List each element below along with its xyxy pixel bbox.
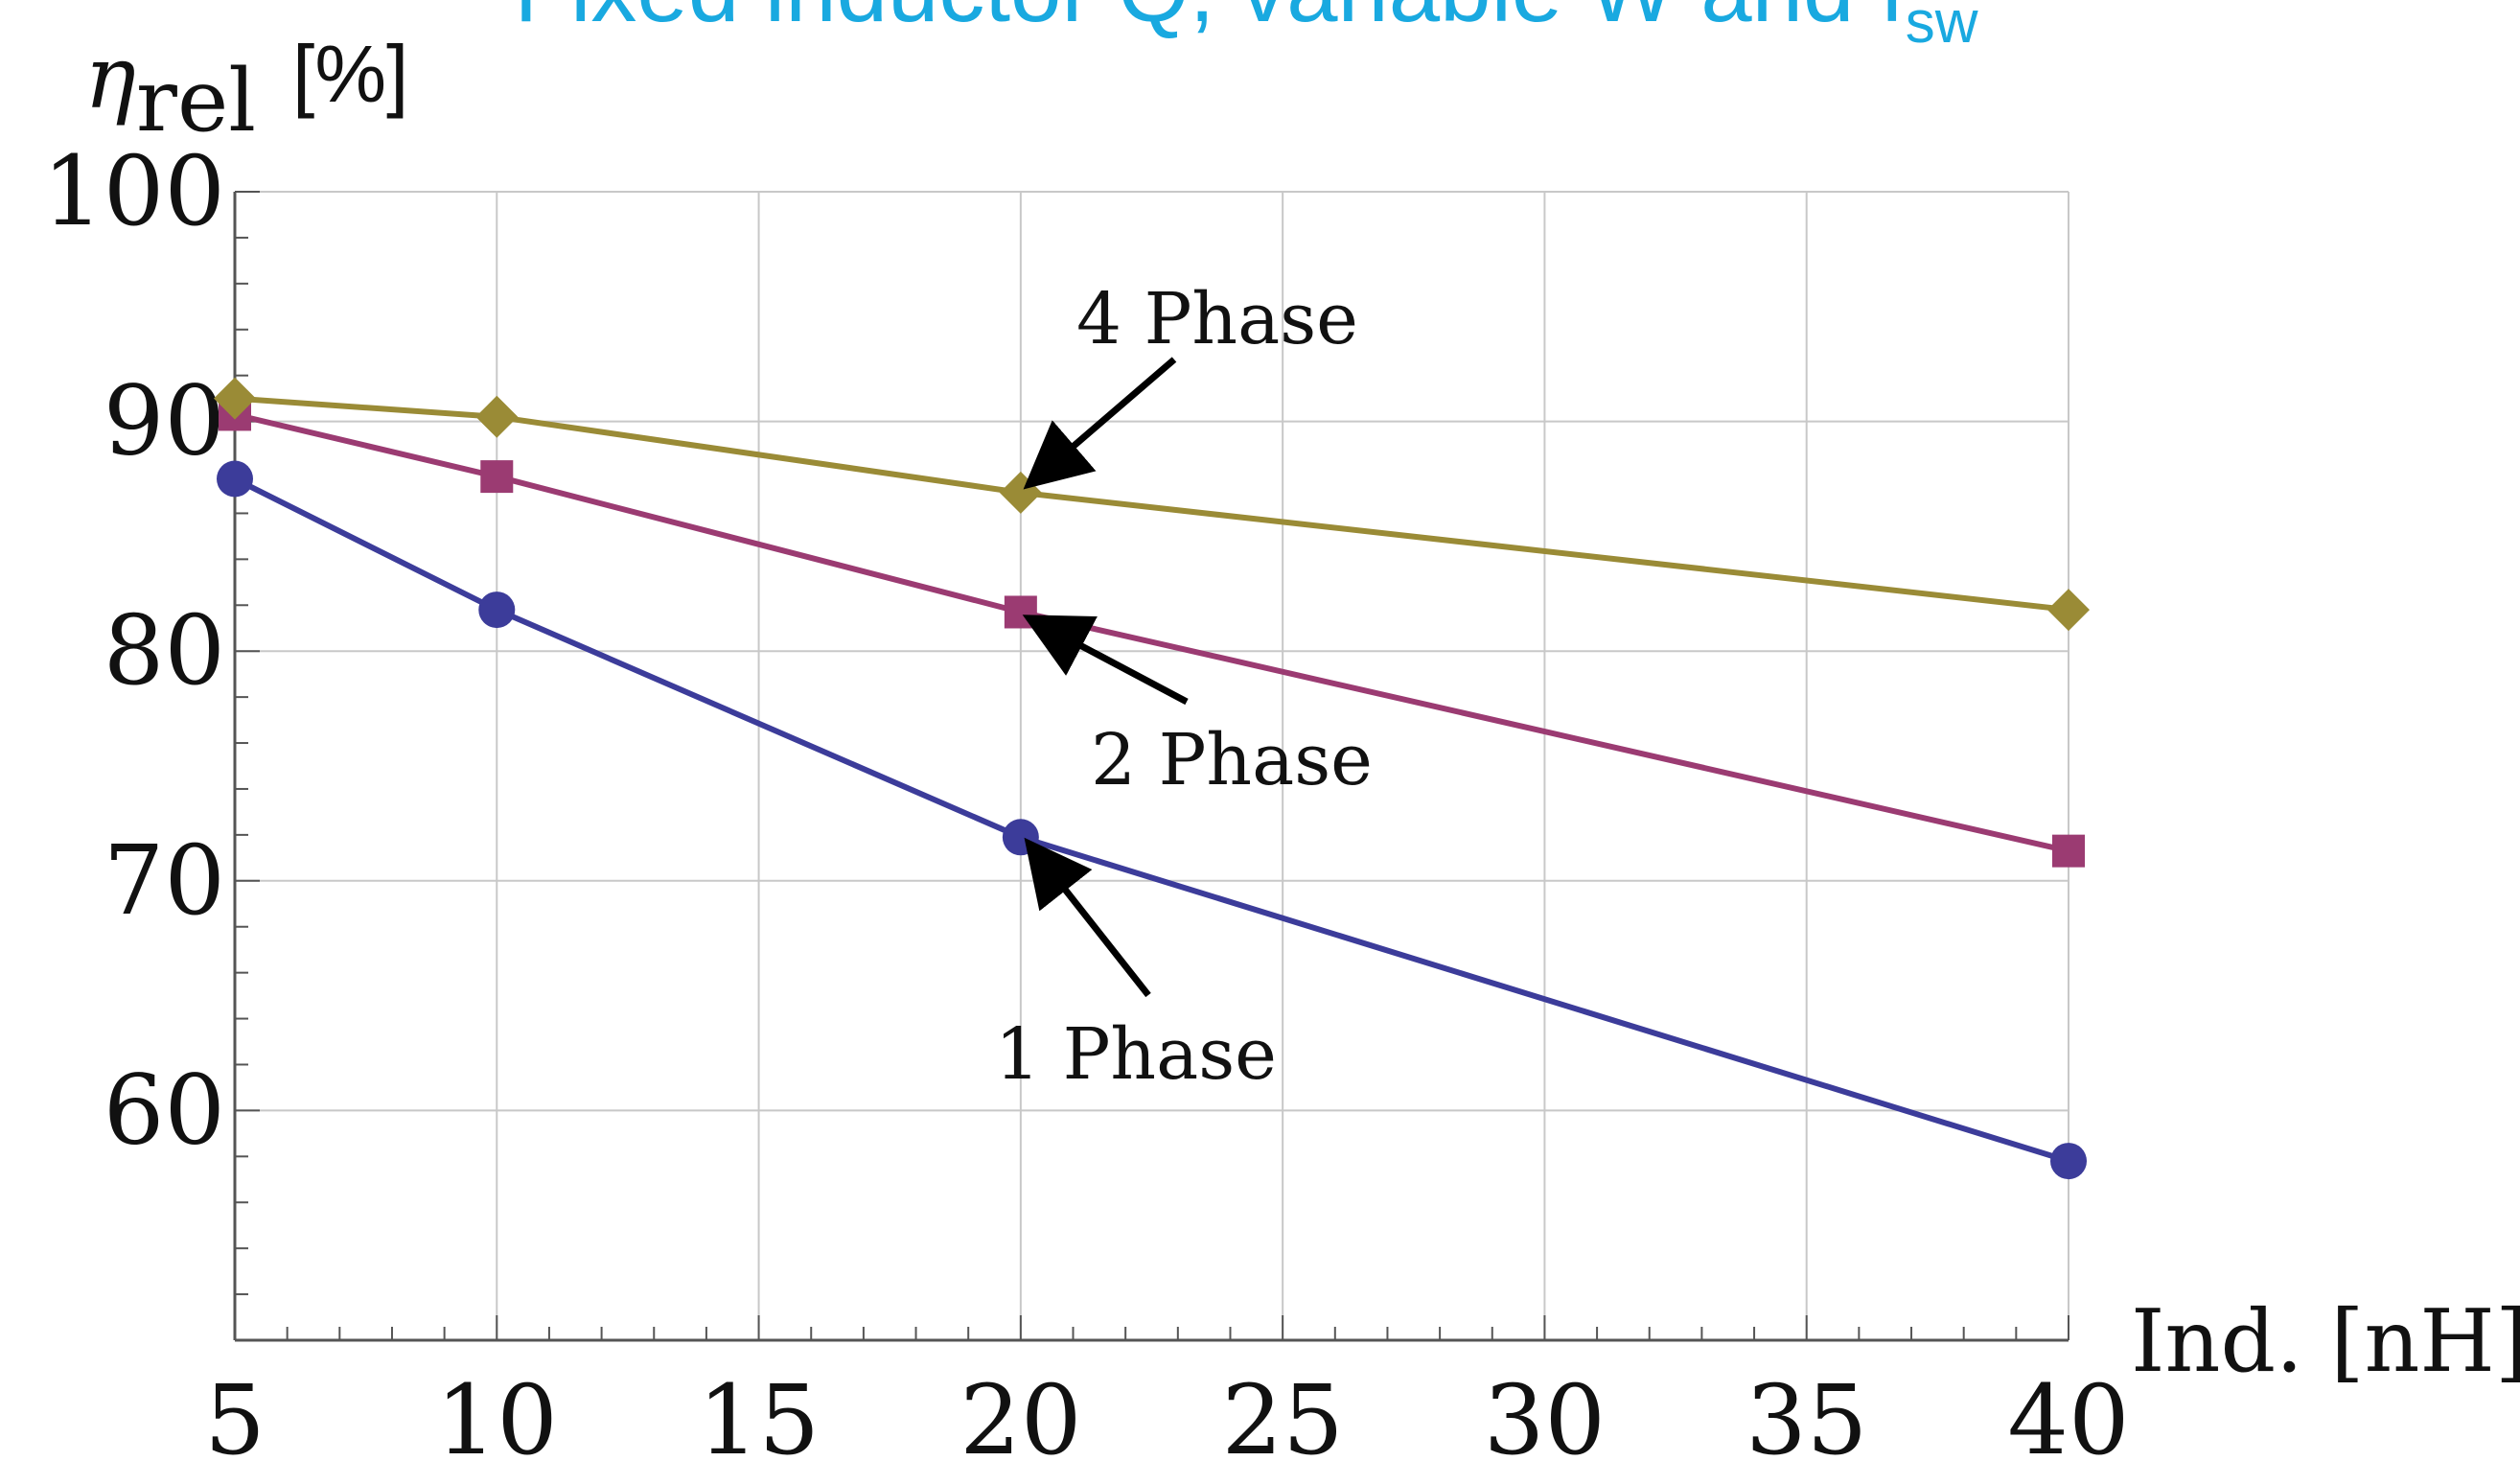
series-line-4-phase (234, 395, 2069, 614)
annotations-layer: 4 Phase 2 Phase 1 Phase (995, 278, 1373, 1096)
tick-labels: 5 10 15 20 25 30 35 40 60 70 80 90 100 (42, 135, 2130, 1461)
data-point-4-phase (2047, 589, 2090, 632)
series-layer (214, 377, 2090, 1180)
annotation-label-4-phase: 4 Phase (1076, 278, 1358, 360)
series-line-2-phase (234, 411, 2069, 854)
data-point-2-phase (480, 460, 514, 494)
x-tick-label: 30 (1484, 1364, 1606, 1461)
series-line-1-phase (233, 475, 2069, 1164)
x-tick-label: 20 (959, 1364, 1081, 1461)
x-tick-label: 35 (1746, 1364, 1867, 1461)
data-point-1-phase (478, 591, 516, 629)
y-axis-symbol: η (84, 28, 136, 128)
data-point-2-phase (2052, 834, 2085, 868)
y-axis-unit: [%] (292, 29, 408, 119)
chart-title: Fixed inductor Q, variable W and fsw (514, 0, 1977, 56)
y-axis-title: ηrel [%] (84, 28, 408, 151)
annotation-arrow-1-phase (1024, 837, 1151, 998)
data-point-4-phase (475, 395, 519, 438)
y-tick-label: 100 (42, 135, 225, 247)
chart-title-subscript: sw (1906, 0, 1978, 56)
y-tick-label: 90 (104, 365, 225, 477)
annotation-label-1-phase: 1 Phase (995, 1013, 1277, 1096)
data-point-1-phase (2050, 1143, 2087, 1180)
annotation-arrow-2-phase (1022, 615, 1189, 706)
x-axis-title: Ind. [nH] (2131, 1291, 2520, 1392)
x-tick-label: 10 (436, 1364, 558, 1461)
grid-lines (234, 191, 2069, 1340)
y-tick-label: 60 (104, 1054, 225, 1166)
y-axis-subscript: rel (136, 51, 256, 151)
data-point-4-phase (214, 377, 256, 420)
y-tick-label: 70 (104, 824, 225, 937)
x-tick-label: 25 (1222, 1364, 1344, 1461)
y-tick-label: 80 (104, 594, 225, 707)
x-tick-label: 15 (698, 1364, 820, 1461)
x-tick-label: 5 (204, 1364, 266, 1461)
annotation-arrow-4-phase (1023, 357, 1177, 490)
annotation-label-2-phase: 2 Phase (1091, 719, 1373, 801)
x-tick-label: 40 (2007, 1364, 2129, 1461)
data-point-1-phase (217, 460, 253, 498)
chart-title-main: Fixed inductor Q, variable W and f (514, 0, 1906, 41)
